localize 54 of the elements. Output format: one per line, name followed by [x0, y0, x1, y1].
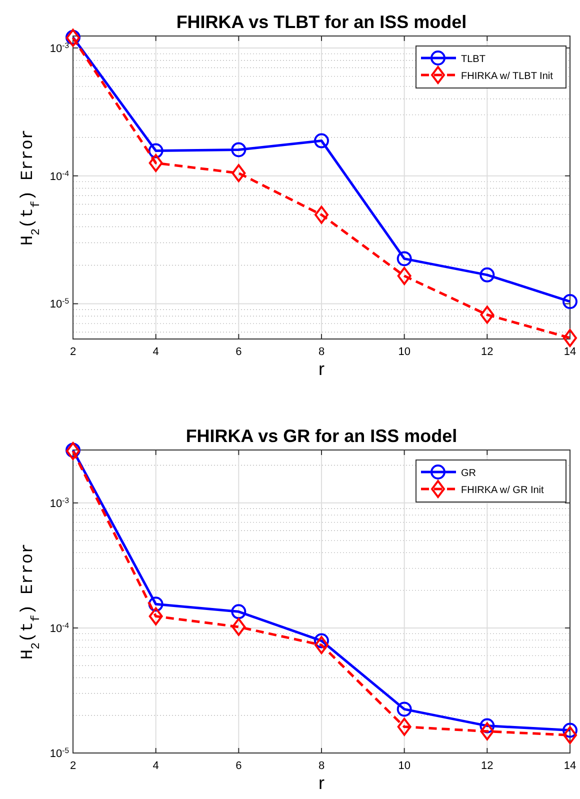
x-tick-label: 2	[70, 346, 76, 358]
y-tick-label: 10$^{-3}$	[50, 40, 69, 55]
x-tick-label: 10	[398, 760, 410, 772]
x-tick-label: 2	[70, 760, 76, 772]
x-axis-title: r	[318, 773, 324, 793]
x-axis-title: r	[318, 359, 324, 379]
point	[314, 633, 329, 648]
x-tick-label: 4	[152, 760, 159, 772]
point	[148, 154, 163, 172]
point	[563, 328, 577, 347]
point	[66, 442, 80, 460]
point	[232, 164, 246, 182]
point	[231, 604, 246, 620]
chart-title: FHIRKA vs GR for an ISS model	[186, 426, 458, 446]
x-tick-label: 12	[481, 346, 494, 358]
legend-label: FHIRKA w/ GR Init	[461, 485, 544, 496]
point	[232, 618, 246, 636]
x-tick-label: 8	[318, 346, 325, 358]
y-tick-label: 10$^{-4}$	[50, 168, 70, 183]
point	[563, 726, 577, 744]
chart-title: FHIRKA vs TLBT for an ISS model	[176, 12, 467, 32]
x-tick-label: 10	[398, 346, 410, 358]
x-tick-label: 6	[236, 346, 242, 358]
legend-label: GR	[461, 468, 476, 479]
point	[231, 142, 246, 158]
x-tick-label: 12	[481, 760, 494, 772]
point	[314, 206, 328, 224]
point	[148, 143, 164, 158]
point	[148, 596, 164, 612]
point	[314, 133, 329, 148]
point	[480, 718, 495, 734]
y-tick-label: 10$^{-5}$	[50, 746, 69, 760]
x-tick-label: 14	[564, 346, 576, 358]
legend-label: FHIRKA w/ TLBT Init	[461, 71, 554, 82]
point	[480, 722, 494, 740]
x-tick-label: 8	[318, 760, 325, 772]
x-tick-label: 4	[152, 346, 159, 358]
point	[562, 294, 578, 310]
point	[148, 607, 163, 626]
y-tick-label: 10$^{-3}$	[50, 495, 69, 510]
y-tick-label: 10$^{-4}$	[50, 620, 70, 635]
legend-label: TLBT	[461, 54, 486, 65]
point	[397, 718, 412, 736]
point	[396, 251, 412, 266]
x-tick-label: 14	[564, 760, 576, 772]
point	[314, 636, 328, 654]
x-tick-label: 6	[236, 760, 242, 772]
point	[480, 267, 495, 282]
point	[480, 306, 494, 324]
point	[66, 442, 80, 458]
point	[397, 266, 412, 285]
y-tick-label: 10$^{-5}$	[50, 296, 69, 311]
point	[396, 702, 412, 717]
point	[562, 722, 578, 738]
